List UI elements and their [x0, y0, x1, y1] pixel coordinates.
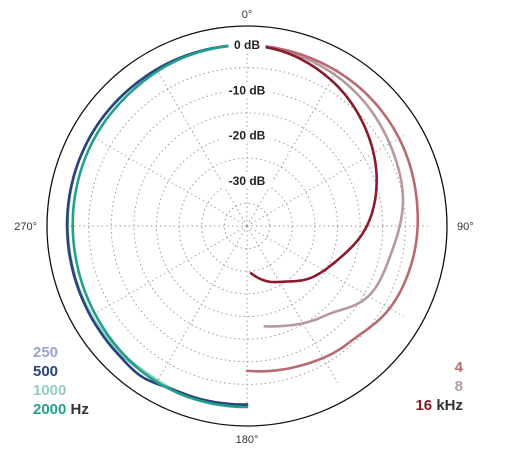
legend-item-4: 4 [415, 358, 463, 377]
legend-label-16: 16 [415, 397, 433, 414]
angle-labels: 0° 90° 180° 270° [14, 9, 473, 446]
angle-label-3: 270° [14, 221, 37, 233]
ring-label-2: -20 dB [229, 129, 266, 143]
legend-label-8: 8 [454, 378, 463, 395]
angle-label-0: 0° [242, 9, 253, 21]
grid-spoke [246, 135, 405, 227]
ring-label-1: -10 dB [229, 83, 266, 97]
legend-item-2000: 2000 Hz [33, 400, 89, 419]
series-group [65, 43, 420, 409]
series-line-4 [245, 43, 420, 373]
ring-label-bg [221, 172, 273, 188]
legend-label-1000: 1000 [33, 382, 67, 399]
series-line-16 [245, 43, 378, 284]
legend-khz: 4 8 16 kHz [415, 358, 463, 415]
grid-spoke [246, 225, 338, 384]
ring-label-bg [228, 37, 266, 52]
series-line-8 [245, 43, 405, 328]
legend-item-1000: 1000 [33, 381, 89, 400]
grid-spoke [156, 68, 248, 227]
outer-circle [46, 25, 448, 427]
legend-item-250: 250 [33, 343, 89, 362]
legend-label-2000: 2000 [33, 401, 67, 418]
legend-label-4: 4 [454, 359, 463, 376]
legend-unit-khz: kHz [436, 397, 463, 414]
ring-labels: 0 dB -10 dB -20 dB -30 dB [221, 37, 273, 188]
ring-label-3: -30 dB [229, 174, 266, 188]
grid-spoke [89, 225, 248, 317]
angle-label-2: 180° [236, 434, 259, 446]
grid-spoke [156, 225, 248, 384]
angle-label-1: 90° [457, 221, 474, 233]
legend-label-250: 250 [33, 344, 59, 361]
legend-item-16: 16 kHz [415, 396, 463, 415]
legend-item-8: 8 [415, 377, 463, 396]
legend-item-500: 500 [33, 362, 89, 381]
series-line-500 [65, 43, 249, 406]
series-line-250 [65, 43, 249, 406]
grid-spoke [89, 135, 248, 227]
ring-label-bg [221, 127, 273, 143]
legend-unit-hz: Hz [70, 401, 89, 418]
series-line-2000 [71, 43, 249, 409]
grid-spoke [246, 225, 405, 317]
ring-label-0: 0 dB [234, 38, 260, 52]
legend-label-500: 500 [33, 363, 59, 380]
grid-spoke [246, 68, 338, 227]
legend-hz: 250 500 1000 2000 Hz [33, 343, 89, 419]
series-line-1000 [66, 43, 249, 407]
ring-label-bg [221, 82, 273, 98]
